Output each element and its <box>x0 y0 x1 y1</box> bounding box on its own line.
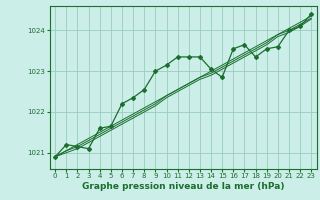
X-axis label: Graphe pression niveau de la mer (hPa): Graphe pression niveau de la mer (hPa) <box>82 182 284 191</box>
